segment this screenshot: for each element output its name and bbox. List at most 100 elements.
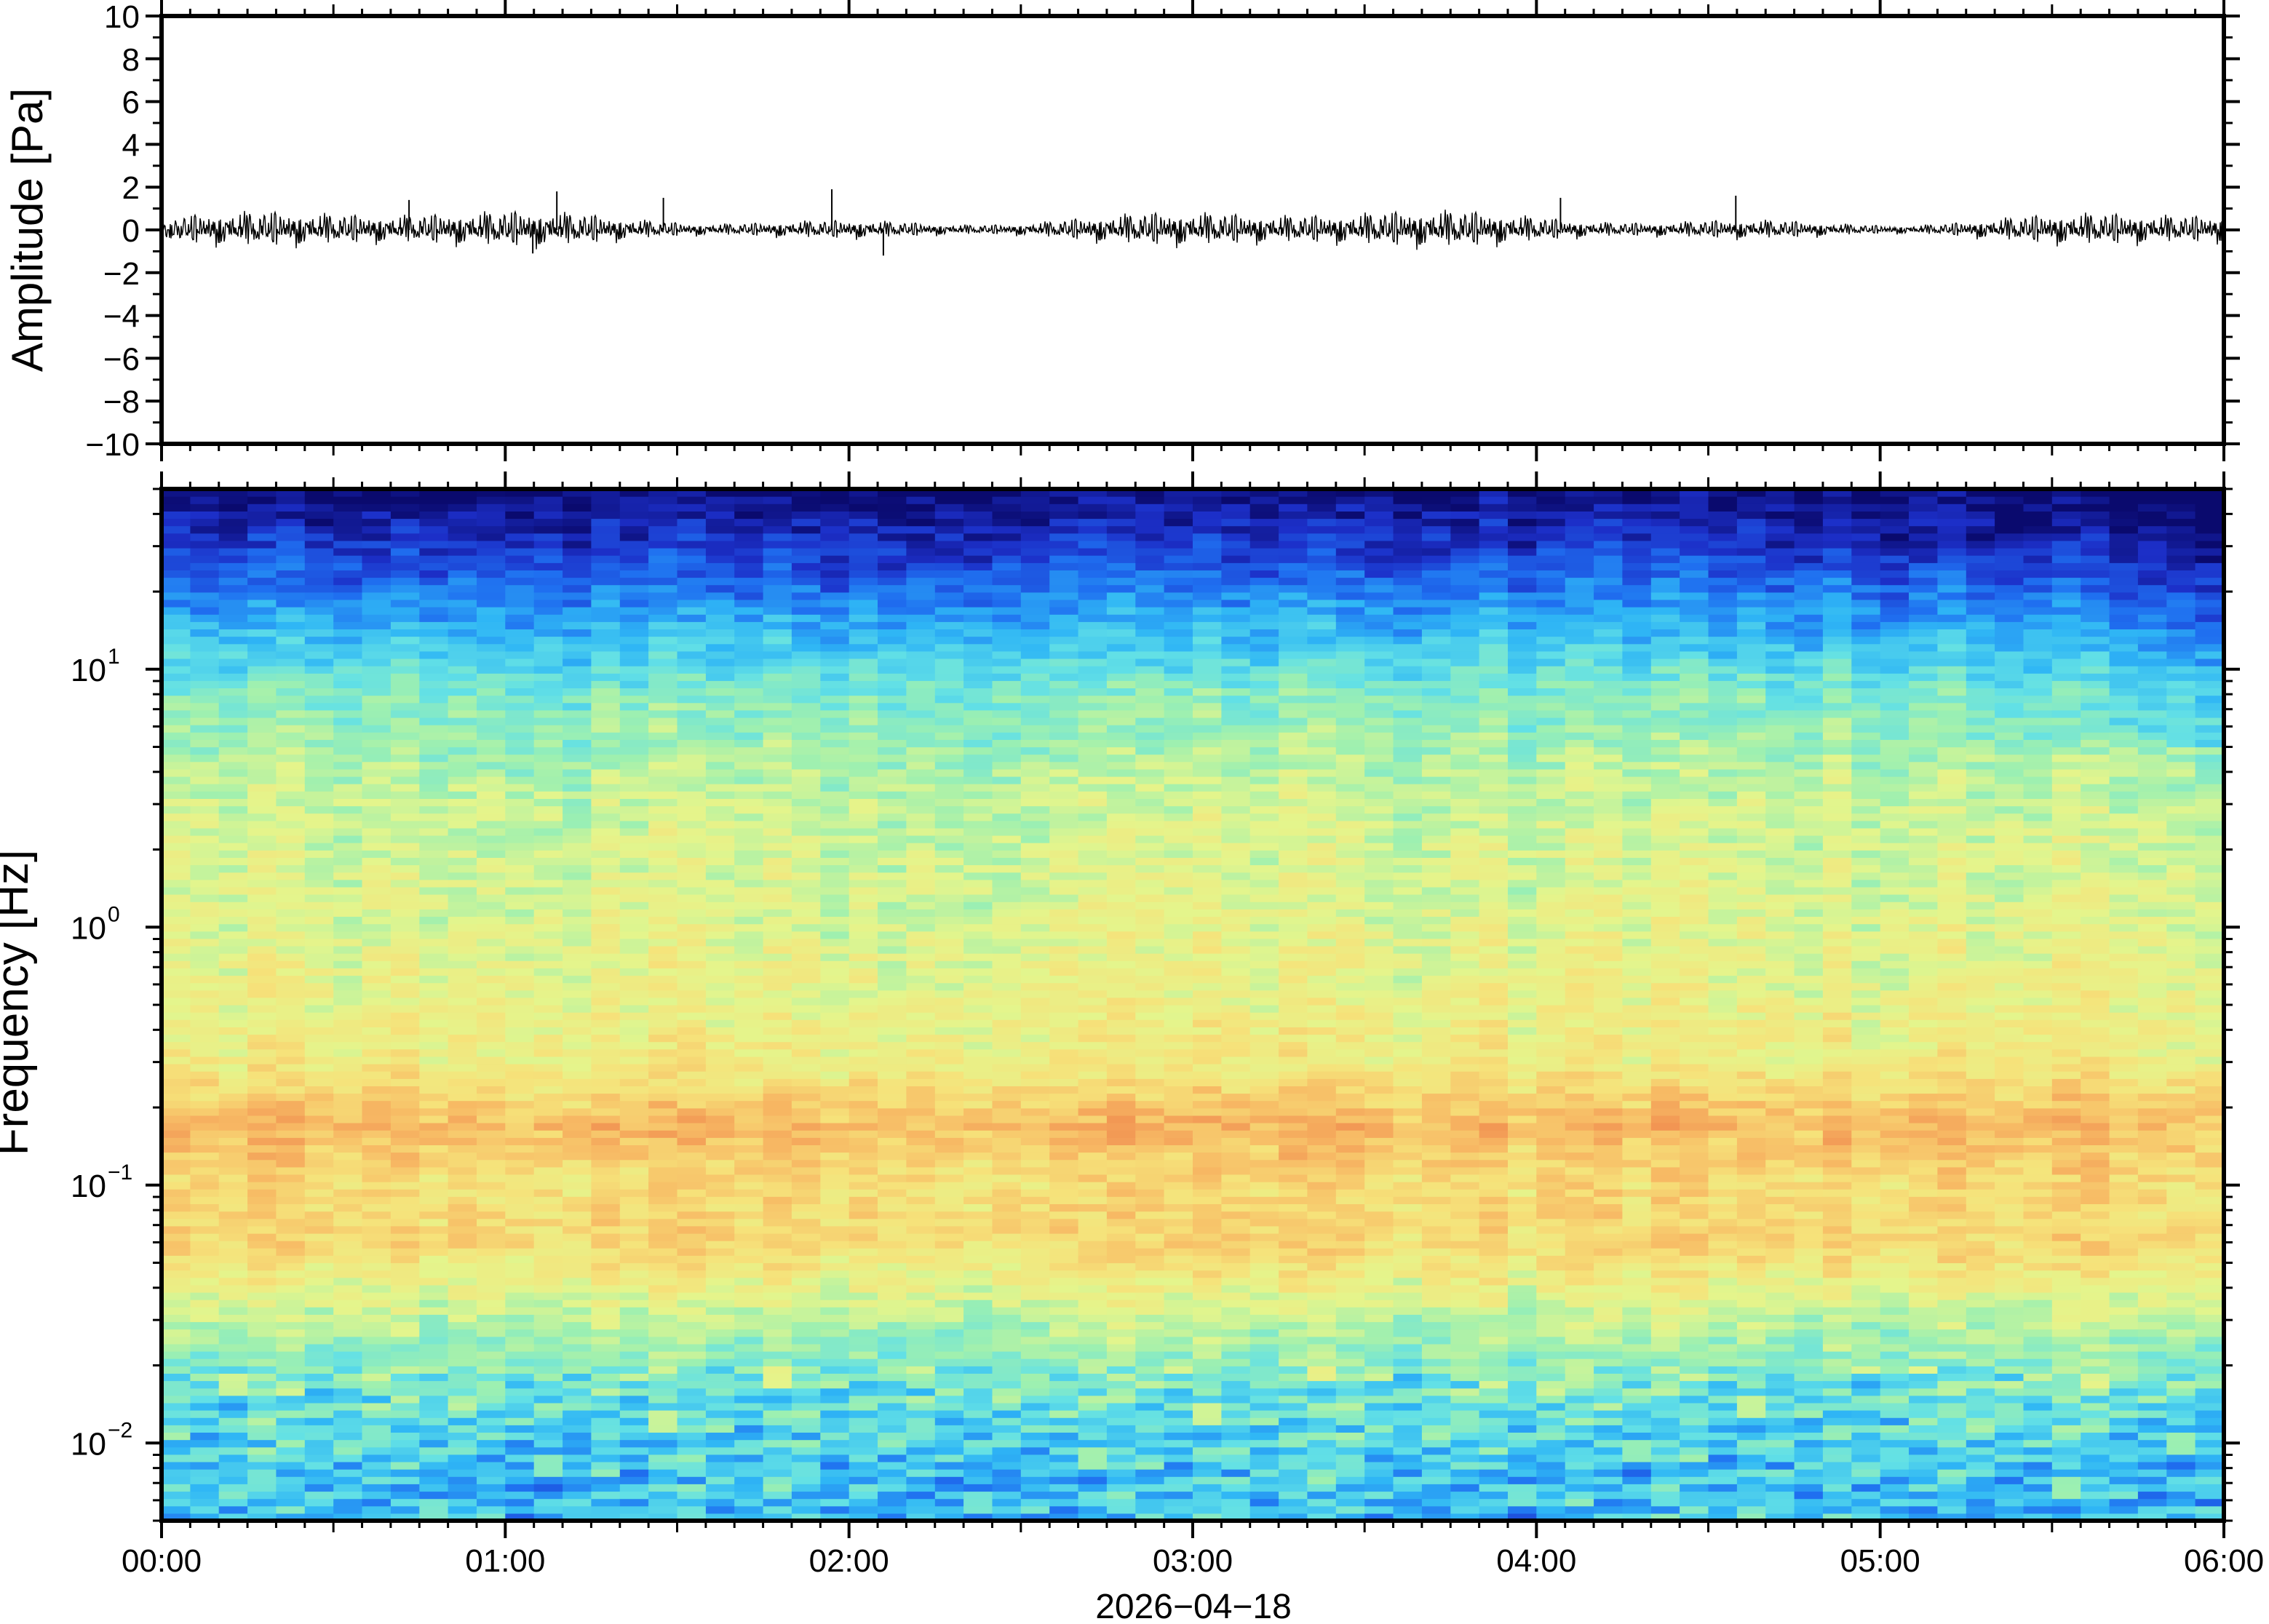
spectrogram-cell bbox=[1049, 1277, 1079, 1286]
spectrogram-cell bbox=[992, 1505, 1022, 1514]
spectrogram-cell bbox=[1078, 798, 1108, 807]
spectrogram-cell bbox=[992, 511, 1022, 520]
spectrogram-cell bbox=[619, 1491, 649, 1500]
spectrogram-cell bbox=[992, 850, 1022, 858]
spectrogram-cell bbox=[906, 820, 936, 829]
spectrogram-cell bbox=[849, 1255, 878, 1264]
spectrogram-cell bbox=[362, 827, 392, 836]
spectrogram-cell bbox=[591, 1321, 621, 1330]
spectrogram-cell bbox=[963, 1093, 993, 1102]
spectrogram-cell bbox=[390, 946, 420, 954]
spectrogram-cell bbox=[1049, 562, 1079, 570]
spectrogram-cell bbox=[791, 739, 821, 748]
spectrogram-cell bbox=[276, 1255, 306, 1264]
spectrogram-cell bbox=[533, 1292, 563, 1300]
spectrogram-cell bbox=[247, 1277, 277, 1286]
spectrogram-cell bbox=[304, 607, 334, 615]
spectrogram-cell bbox=[820, 503, 850, 512]
spectrogram-cell bbox=[934, 754, 964, 763]
spectrogram-cell bbox=[734, 1380, 764, 1389]
spectrogram-cell bbox=[1078, 909, 1108, 917]
spectrogram-cell bbox=[1049, 1078, 1079, 1086]
spectrogram-cell bbox=[878, 886, 907, 895]
spectrogram-cell bbox=[563, 1432, 592, 1441]
spectrogram-cell bbox=[563, 1027, 592, 1035]
spectrogram-cell bbox=[276, 1358, 306, 1366]
spectrogram-cell bbox=[419, 1218, 449, 1227]
spectrogram-cell bbox=[304, 1321, 334, 1330]
spectrogram-cell bbox=[419, 503, 449, 512]
spectrogram-cell bbox=[619, 702, 649, 711]
spectrogram-cell bbox=[591, 1373, 621, 1382]
spectrogram-cell bbox=[677, 990, 707, 998]
spectrogram-cell bbox=[390, 872, 420, 880]
spectrogram-cell bbox=[505, 805, 535, 814]
spectrogram-cell bbox=[878, 695, 907, 704]
spectrogram-cell bbox=[333, 1314, 363, 1323]
spectrogram-cell bbox=[992, 607, 1022, 615]
spectrogram-cell bbox=[419, 938, 449, 947]
spectrogram-cell bbox=[448, 1476, 477, 1484]
spectrogram-cell bbox=[362, 503, 392, 512]
spectrogram-cell bbox=[505, 614, 535, 622]
spectrogram-cell bbox=[563, 1425, 592, 1433]
spectrogram-cell bbox=[934, 1248, 964, 1256]
spectrogram-cell bbox=[304, 1439, 334, 1448]
spectrogram-cell bbox=[591, 1189, 621, 1197]
spectrogram-cell bbox=[591, 1241, 621, 1249]
spectrogram-cell bbox=[1020, 857, 1050, 866]
spectrogram-cell bbox=[390, 754, 420, 763]
spectrogram-cell bbox=[763, 879, 792, 888]
spectrogram-cell bbox=[1049, 533, 1079, 541]
spectrogram-cell bbox=[820, 1329, 850, 1337]
spectrogram-cell bbox=[619, 614, 649, 622]
spectrogram-cell bbox=[934, 843, 964, 851]
spectrogram-cell bbox=[963, 1071, 993, 1079]
spectrogram-cell bbox=[906, 518, 936, 527]
spectrogram-cell bbox=[162, 577, 191, 586]
spectrogram-cell bbox=[791, 636, 821, 645]
spectrogram-cell bbox=[878, 1203, 907, 1212]
spectrogram-cell bbox=[992, 1241, 1022, 1249]
spectrogram-cell bbox=[1020, 540, 1050, 549]
spectrogram-cell bbox=[1078, 739, 1108, 748]
spectrogram-cell bbox=[218, 1513, 248, 1521]
spectrogram-cell bbox=[591, 843, 621, 851]
spectrogram-cell bbox=[390, 1432, 420, 1441]
spectrogram-cell bbox=[1020, 636, 1050, 645]
spectrogram-cell bbox=[878, 1064, 907, 1072]
spectrogram-cell bbox=[648, 1233, 678, 1241]
spectrogram-cell bbox=[333, 695, 363, 704]
spectrogram-cell bbox=[992, 1248, 1022, 1256]
spectrogram-cell bbox=[648, 503, 678, 512]
spectrogram-cell bbox=[533, 1048, 563, 1057]
spectrogram-cell bbox=[1049, 975, 1079, 984]
spectrogram-cell bbox=[763, 1137, 792, 1145]
spectrogram-cell bbox=[533, 1041, 563, 1050]
spectrogram-cell bbox=[992, 599, 1022, 608]
spectrogram-cell bbox=[190, 709, 220, 718]
spectrogram-cell bbox=[505, 1130, 535, 1138]
spectrogram-cell bbox=[362, 1395, 392, 1404]
spectrogram-cell bbox=[276, 1366, 306, 1374]
spectrogram-cell bbox=[763, 923, 792, 932]
spectrogram-cell bbox=[190, 540, 220, 549]
spectrogram-cell bbox=[563, 1358, 592, 1366]
spectrogram-cell bbox=[878, 1321, 907, 1330]
spectrogram-cell bbox=[419, 1425, 449, 1433]
spectrogram-cell bbox=[533, 621, 563, 629]
spectrogram-cell bbox=[1049, 864, 1079, 873]
spectrogram-cell bbox=[247, 1491, 277, 1500]
spectrogram-cell bbox=[533, 614, 563, 622]
spectrogram-cell bbox=[591, 621, 621, 629]
spectrogram-cell bbox=[218, 1476, 248, 1484]
spectrogram-cell bbox=[533, 1233, 563, 1241]
spectrogram-cell bbox=[878, 570, 907, 578]
spectrogram-cell bbox=[362, 1498, 392, 1507]
spectrogram-cell bbox=[162, 1218, 191, 1227]
spectrogram-cell bbox=[304, 592, 334, 600]
spectrogram-cell bbox=[705, 960, 735, 968]
spectrogram-cell bbox=[1135, 1513, 1165, 1521]
spectrogram-cell bbox=[1020, 798, 1050, 807]
spectrogram-cell bbox=[1020, 1225, 1050, 1234]
